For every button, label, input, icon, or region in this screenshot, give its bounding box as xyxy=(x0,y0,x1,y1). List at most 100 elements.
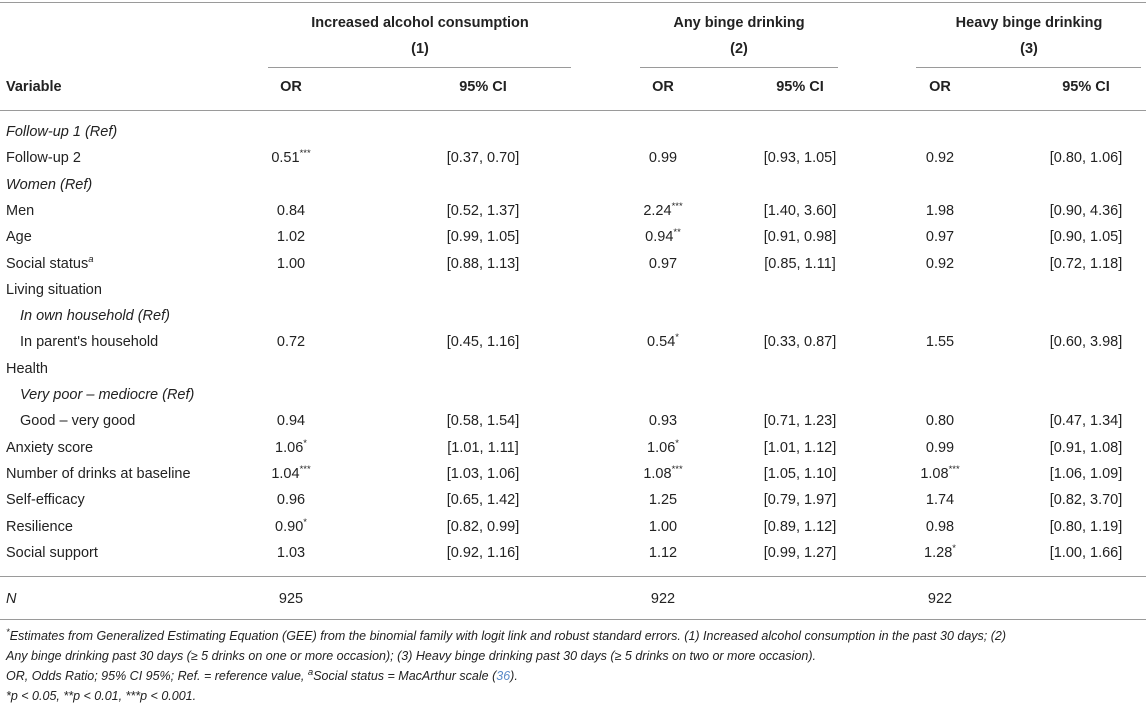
ci-cell-2: [0.99, 1.27] xyxy=(763,545,837,561)
ci-cell-1: [0.37, 0.70] xyxy=(446,150,520,166)
or-cell-1: 1.02 xyxy=(277,228,305,246)
or-cell-1: 1.04*** xyxy=(271,465,310,483)
ci-cell-3: [1.06, 1.09] xyxy=(1049,466,1123,482)
or-value: 0.96 xyxy=(276,492,306,508)
footnote-line-3: OR, Odds Ratio; 95% CI 95%; Ref. = refer… xyxy=(6,668,518,684)
ci-cell-3: [0.72, 1.18] xyxy=(1049,256,1123,272)
ci-cell-1: [0.45, 1.16] xyxy=(446,334,520,350)
footnote-text-3b: Social status = MacArthur scale ( xyxy=(313,669,497,683)
ci-cell-2: [1.05, 1.10] xyxy=(763,466,837,482)
row-label-text: Self-efficacy xyxy=(6,492,85,508)
row-label: Very poor – mediocre (Ref) xyxy=(20,386,194,404)
group-rule-2 xyxy=(640,67,838,68)
or-value: 0.90 xyxy=(275,519,304,535)
column-header-or-2: OR xyxy=(652,79,674,95)
significance-marker: ** xyxy=(673,227,681,239)
or-value: 0.97 xyxy=(925,229,955,245)
row-label: Social support xyxy=(6,544,98,562)
or-value: 0.98 xyxy=(925,519,955,535)
or-cell-1: 0.72 xyxy=(277,333,305,351)
significance-marker: *** xyxy=(948,464,960,476)
ci-cell-2: [1.01, 1.12] xyxy=(763,440,837,456)
ci-cell-2: [0.91, 0.98] xyxy=(763,229,837,245)
n-row-value-3: 922 xyxy=(927,591,953,607)
column-header-ci-2: 95% CI xyxy=(776,79,824,95)
column-header-variable: Variable xyxy=(6,79,62,95)
ci-cell-1: [0.92, 1.16] xyxy=(446,545,520,561)
row-label-text: Follow-up 1 (Ref) xyxy=(6,124,118,140)
significance-marker: *** xyxy=(671,201,683,213)
footnote-line-4: *p < 0.05, **p < 0.01, ***p < 0.001. xyxy=(6,689,197,703)
column-header-or-3: OR xyxy=(929,79,951,95)
or-cell-2: 0.93 xyxy=(649,412,677,430)
row-label: Follow-up 2 xyxy=(6,149,81,167)
or-cell-1: 0.96 xyxy=(277,491,305,509)
or-value: 1.02 xyxy=(276,229,306,245)
or-value: 1.04 xyxy=(271,466,300,482)
ci-cell-3: [0.60, 3.98] xyxy=(1049,334,1123,350)
ci-cell-3: [0.90, 1.05] xyxy=(1049,229,1123,245)
row-label-text: Anxiety score xyxy=(6,440,94,456)
footnote-text-3c: ). xyxy=(510,669,518,683)
reference-link[interactable]: 36 xyxy=(496,669,511,683)
row-label-text: Social support xyxy=(6,545,98,561)
or-cell-3: 1.08*** xyxy=(920,465,959,483)
significance-marker: * xyxy=(303,517,307,529)
or-cell-2: 0.54* xyxy=(647,333,679,351)
row-label: Men xyxy=(6,202,34,220)
or-cell-3: 1.98 xyxy=(926,202,954,220)
group-header-2-num: (2) xyxy=(730,41,748,57)
or-cell-2: 1.00 xyxy=(649,518,677,536)
ci-cell-2: [1.40, 3.60] xyxy=(763,203,837,219)
significance-marker: *** xyxy=(299,464,311,476)
column-header-ci-1: 95% CI xyxy=(459,79,507,95)
group-header-3-num: (3) xyxy=(1020,41,1038,57)
or-cell-2: 1.06* xyxy=(647,439,679,457)
or-cell-1: 1.00 xyxy=(277,255,305,273)
or-cell-3: 0.80 xyxy=(926,412,954,430)
or-cell-1: 0.90* xyxy=(275,518,307,536)
or-value: 1.12 xyxy=(648,545,678,561)
ci-cell-1: [1.01, 1.11] xyxy=(447,440,519,456)
or-value: 0.97 xyxy=(648,256,678,272)
row-label: Age xyxy=(6,228,32,246)
or-cell-2: 0.99 xyxy=(649,149,677,167)
ci-cell-3: [0.47, 1.34] xyxy=(1049,413,1123,429)
or-cell-3: 0.99 xyxy=(926,439,954,457)
significance-marker: *** xyxy=(299,148,311,160)
or-value: 1.08 xyxy=(643,466,672,482)
header-bottom-rule xyxy=(0,110,1146,111)
or-cell-1: 0.51*** xyxy=(271,149,310,167)
ci-cell-2: [0.93, 1.05] xyxy=(763,150,837,166)
footnote-line-1: *Estimates from Generalized Estimating E… xyxy=(6,628,1006,644)
or-cell-2: 1.25 xyxy=(649,491,677,509)
row-label: In own household (Ref) xyxy=(20,307,170,325)
footnote-line-2: Any binge drinking past 30 days (≥ 5 dri… xyxy=(6,649,816,663)
row-label-text: Number of drinks at baseline xyxy=(6,466,191,482)
or-cell-1: 0.84 xyxy=(277,202,305,220)
or-value: 0.94 xyxy=(645,229,674,245)
significance-marker: * xyxy=(303,438,307,450)
ci-cell-2: [0.85, 1.11] xyxy=(764,256,836,272)
significance-marker: * xyxy=(675,332,679,344)
row-label-text: Health xyxy=(6,361,48,377)
or-cell-1: 1.03 xyxy=(277,544,305,562)
group-rule-1 xyxy=(268,67,571,68)
ci-cell-3: [0.80, 1.06] xyxy=(1049,150,1123,166)
ci-cell-1: [0.82, 0.99] xyxy=(446,519,520,535)
body-bottom-rule xyxy=(0,576,1146,577)
or-value: 0.54 xyxy=(647,334,676,350)
or-cell-3: 0.92 xyxy=(926,149,954,167)
or-value: 0.93 xyxy=(648,413,678,429)
ci-cell-1: [0.88, 1.13] xyxy=(446,256,520,272)
row-label: Self-efficacy xyxy=(6,491,85,509)
column-header-ci-3: 95% CI xyxy=(1062,79,1110,95)
n-row-value-1: 925 xyxy=(278,591,304,607)
or-cell-1: 0.94 xyxy=(277,412,305,430)
or-value: 2.24 xyxy=(643,203,672,219)
row-label-text: Living situation xyxy=(6,282,102,298)
footnote-text-3a: OR, Odds Ratio; 95% CI 95%; Ref. = refer… xyxy=(6,669,308,683)
significance-marker: * xyxy=(952,543,956,555)
ci-cell-2: [0.71, 1.23] xyxy=(763,413,837,429)
group-header-1-num: (1) xyxy=(411,41,429,57)
